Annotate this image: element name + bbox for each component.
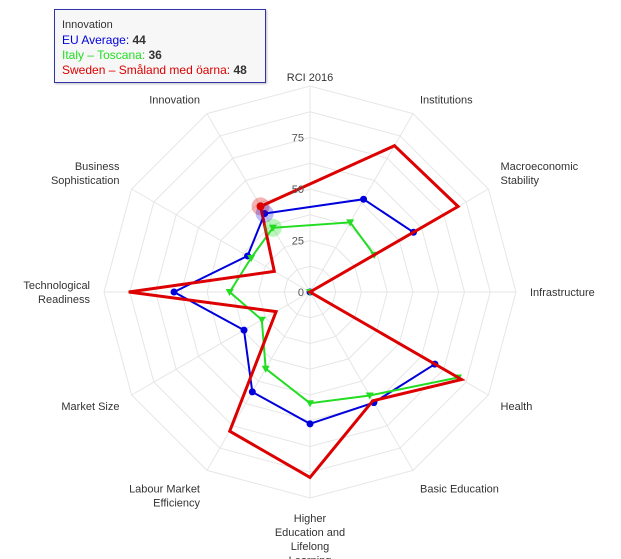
grid-spoke xyxy=(131,291,311,396)
data-point xyxy=(360,195,368,203)
tick-label: 25 xyxy=(292,236,304,248)
tooltip-row-eu: EU Average: 44 xyxy=(62,33,146,47)
radar-axis-labels: Institutions Macroeconomic Stability Infras… xyxy=(23,94,594,559)
axis-label-line: Efficiency xyxy=(153,498,200,510)
tooltip-row-sweden: Sweden – Småland med öarna: 48 xyxy=(62,63,247,77)
axis-label: Technological Readiness xyxy=(23,280,90,306)
axis-label-line: Sophistication xyxy=(51,175,120,187)
tooltip-row-value: 36 xyxy=(148,48,162,62)
axis-label: Business Sophistication xyxy=(51,161,120,187)
axis-label: Macroeconomic Stability xyxy=(501,161,579,187)
data-point xyxy=(247,255,256,263)
axis-label: Health xyxy=(501,401,533,413)
tooltip-title: Innovation xyxy=(62,19,113,31)
data-point xyxy=(225,289,234,296)
axis-label-line: Labour Market xyxy=(129,484,200,496)
axis-label-line: Education and xyxy=(275,527,345,539)
axis-label-line: Market Size xyxy=(61,401,119,413)
axis-label-line: Readiness xyxy=(38,294,90,306)
axis-label-line: Lifelong xyxy=(291,541,330,553)
axis-label: Infrastructure xyxy=(530,287,595,299)
axis-label-line: Stability xyxy=(501,175,540,187)
data-point xyxy=(261,365,270,373)
data-point xyxy=(240,326,248,334)
data-point xyxy=(306,420,314,428)
axis-label-line: Learning xyxy=(289,555,332,559)
series-line xyxy=(128,143,466,480)
grid-spoke xyxy=(206,113,311,293)
axis-label-line: Technological xyxy=(23,280,90,292)
grid-spoke xyxy=(309,113,414,293)
grid-spoke xyxy=(206,291,311,471)
grid-spoke xyxy=(309,291,414,471)
axis-label: Labour Market Efficiency xyxy=(129,484,200,510)
tooltip-row-value: 48 xyxy=(233,63,247,77)
axis-label: Innovation xyxy=(149,94,200,106)
grid-spoke xyxy=(131,188,311,293)
axis-label: Basic Education xyxy=(420,484,499,496)
radar-series xyxy=(128,143,466,480)
axis-label-line: Business xyxy=(75,161,120,173)
data-point xyxy=(248,388,256,396)
tick-label: 50 xyxy=(292,184,304,196)
data-point xyxy=(170,288,178,296)
axis-label-line: Higher xyxy=(294,513,327,525)
tooltip-row-italy: Italy – Toscana: 36 xyxy=(62,48,162,62)
data-point xyxy=(268,224,277,232)
tooltip: Innovation EU Average: 44 Italy – Toscan… xyxy=(54,9,266,83)
axis-label-line: Innovation xyxy=(149,94,200,106)
tick-label: 75 xyxy=(292,133,304,145)
tooltip-row-label: Sweden – Småland med öarna xyxy=(62,63,227,77)
axis-label-line: Infrastructure xyxy=(530,287,595,299)
tooltip-row-label: EU Average xyxy=(62,33,126,47)
axis-label: Market Size xyxy=(61,401,119,413)
axis-label-line: Basic Education xyxy=(420,484,499,496)
radar-tick-labels: 0 25 50 75 xyxy=(292,133,304,300)
data-point xyxy=(306,400,314,408)
axis-label-line: Health xyxy=(501,401,533,413)
tick-label: 0 xyxy=(298,287,304,299)
hover-halo xyxy=(263,218,282,237)
axis-label: Higher Education and Lifelong Learning xyxy=(275,513,345,559)
data-point-hover xyxy=(256,202,265,211)
chart-title: RCI 2016 xyxy=(287,72,333,84)
axis-label-line: Macroeconomic xyxy=(501,161,579,173)
data-point xyxy=(365,392,374,400)
axis-label: Institutions xyxy=(420,94,473,106)
tooltip-row-value: 44 xyxy=(132,33,146,47)
data-point xyxy=(346,219,355,227)
axis-label-line: Institutions xyxy=(420,94,473,106)
data-point xyxy=(257,316,266,324)
tooltip-row-label: Italy – Toscana xyxy=(62,48,142,62)
